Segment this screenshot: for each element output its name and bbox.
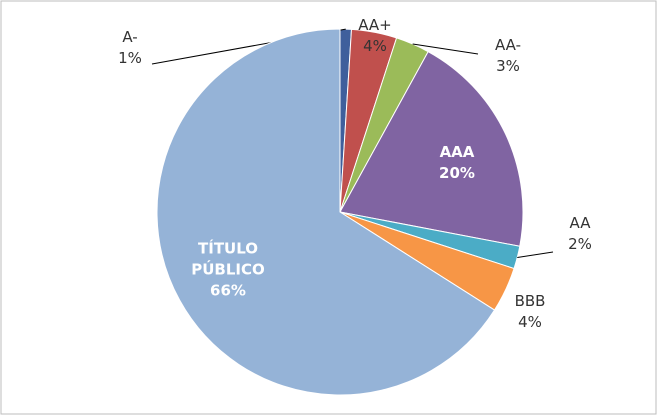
leader-line	[412, 43, 479, 55]
category-label: TÍTULO PÚBLICO	[191, 239, 265, 279]
slice-label: BBB 4%	[515, 291, 546, 333]
category-label: AA-	[494, 36, 522, 54]
category-label: A-	[122, 28, 138, 46]
category-label: BBB	[514, 292, 546, 310]
leader-line	[517, 251, 554, 259]
slice-label: AA- 3%	[495, 35, 521, 77]
value-label: 3%	[496, 57, 520, 75]
value-label: 4%	[363, 37, 387, 55]
category-label: AAA	[439, 143, 475, 161]
pie-slice	[156, 28, 496, 396]
slice-label: AAA 20%	[439, 142, 475, 184]
slice-label: A- 1%	[118, 27, 142, 69]
value-label: 1%	[118, 49, 142, 67]
slice-label: AA+ 4%	[358, 15, 392, 57]
slice-label: AA 2%	[568, 213, 592, 255]
slice-label: TÍTULO PÚBLICO 66%	[181, 239, 276, 302]
pie-slice	[339, 50, 524, 247]
category-label: AA+	[358, 16, 392, 34]
category-label: AA	[569, 214, 591, 232]
value-label: 66%	[210, 281, 246, 300]
value-label: 20%	[439, 164, 475, 182]
value-label: 2%	[568, 235, 592, 253]
value-label: 4%	[518, 313, 542, 331]
